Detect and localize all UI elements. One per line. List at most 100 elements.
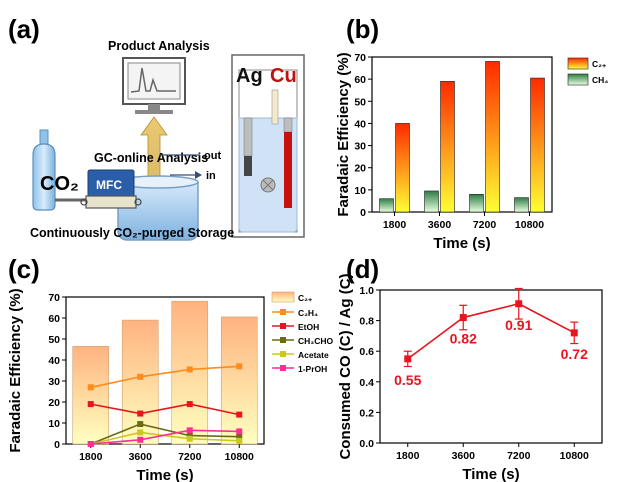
cu-label: Cu (270, 65, 297, 87)
x-tick-label: 1800 (79, 451, 103, 463)
y-tick-label: 0.6 (359, 346, 374, 358)
in-arrow-icon (195, 171, 202, 179)
x-tick-label: 10800 (560, 450, 589, 462)
y-tick-label: 0 (360, 207, 366, 219)
x-axis-title: Time (s) (462, 466, 519, 482)
data-label: 0.91 (505, 317, 532, 333)
panel-a-label: (a) (8, 14, 40, 44)
x-axis-title: Time (s) (433, 235, 490, 252)
mfc-label: MFC (96, 178, 122, 192)
plot-frame (65, 296, 265, 445)
y-tick-label: 70 (48, 292, 60, 304)
legend-label-c2: C₂₊ (592, 59, 607, 69)
point-c-h (236, 363, 243, 370)
x-tick-label: 1800 (396, 450, 420, 462)
bar-c2 (485, 61, 500, 213)
point-c-h (87, 384, 94, 391)
x-tick-label: 3600 (428, 219, 452, 231)
x-tick-label: 3600 (452, 450, 476, 462)
gc-online-label: GC-online Analysis (94, 151, 208, 165)
y-tick-label: 20 (48, 397, 60, 409)
series-line-ratio (407, 302, 575, 360)
legend-label-ch-cho: CH₃CHO (298, 336, 333, 346)
x-tick-label: 3600 (129, 451, 153, 463)
point-etoh (137, 410, 144, 417)
data-label: 0.72 (561, 346, 588, 362)
y-tick-label: 0.8 (359, 316, 374, 328)
point-acetate (236, 437, 243, 444)
data-label: 0.82 (450, 331, 477, 347)
legend-swatch-c2 (567, 57, 589, 70)
legend-marker-1-proh (280, 365, 286, 371)
point-acetate (137, 429, 144, 436)
data-label: 0.55 (394, 372, 421, 388)
y-tick-label: 0.2 (359, 407, 374, 419)
bar-c2-total (171, 300, 209, 445)
y-tick-label: 10 (354, 185, 366, 197)
bar-ch4 (379, 198, 394, 213)
in-label: in (206, 170, 216, 182)
panel-c-label: (c) (8, 254, 40, 284)
legend-swatch-ch4 (567, 73, 589, 86)
point-etoh (236, 411, 243, 418)
legend-label-c-h: C₂H₄ (298, 308, 318, 318)
y-tick-label: 0.0 (359, 438, 374, 450)
bar-ch4 (424, 190, 439, 213)
y-tick-label: 0.4 (359, 377, 374, 389)
y-tick-label: 20 (354, 163, 366, 175)
series-line-1-proh (90, 429, 240, 445)
plot-frame (379, 289, 603, 444)
point-1-proh (87, 441, 94, 447)
bar-ch4 (469, 193, 484, 213)
y-tick-label: 10 (48, 418, 60, 430)
co2-bottle-icon (32, 129, 56, 211)
legend-label-etoh: EtOH (298, 322, 319, 332)
panel-a-caption: Continuously CO₂-purged Storage (30, 226, 234, 240)
legend-marker-c-h (280, 309, 286, 315)
legend-marker-etoh (280, 323, 286, 329)
out-label: out (204, 150, 221, 162)
reactor-beaker (117, 175, 199, 241)
data-point (404, 355, 412, 363)
series-line-c-h (90, 365, 240, 389)
monitor-icon (122, 57, 186, 114)
y-axis-title: Consumed CO (C) / Ag (C) (337, 273, 354, 459)
chart-d: 0.0 0.2 0.4 0.6 0.8 1.0 Time (s) 1800 3600 7200 10… (337, 273, 603, 482)
y-tick-label: 70 (354, 52, 366, 64)
legend-marker-ch-cho (280, 337, 286, 343)
y-tick-label: 60 (354, 74, 366, 86)
product-analysis-label: Product Analysis (108, 39, 210, 53)
legend-label-acetate: Acetate (298, 350, 329, 360)
point-1-proh (137, 436, 144, 443)
panel-b-label: (b) (346, 14, 379, 44)
point-ch-cho (137, 421, 144, 428)
y-tick-label: 40 (48, 355, 60, 367)
point-1-proh (236, 428, 243, 435)
y-tick-label: 30 (48, 376, 60, 388)
y-axis-title: Faradaic Efficiency (%) (7, 288, 24, 452)
bar-c2 (395, 123, 410, 213)
data-point (570, 329, 578, 337)
series-line-ch-cho (90, 423, 240, 445)
y-tick-label: 30 (354, 141, 366, 153)
bar-ch4 (514, 197, 529, 213)
point-ch-cho (186, 432, 193, 439)
point-etoh (186, 401, 193, 408)
data-point (515, 300, 523, 308)
y-tick-label: 50 (48, 334, 60, 346)
series-line-etoh (90, 403, 240, 416)
ag-label: Ag (236, 65, 263, 87)
point-1-proh (186, 427, 193, 434)
bar-c2 (440, 81, 455, 213)
co2-label: CO₂ (40, 173, 79, 195)
y-tick-label: 0 (54, 439, 60, 451)
x-tick-label: 10800 (225, 451, 254, 463)
y-tick-label: 40 (354, 118, 366, 130)
legend-label-ch4: CH₄ (592, 75, 608, 85)
point-etoh (87, 401, 94, 408)
legend-swatch-c2 (271, 291, 295, 303)
x-tick-label: 7200 (507, 450, 531, 462)
y-axis-title: Faradaic Efficiency (%) (335, 52, 352, 216)
chart-c: 0 10 20 30 40 50 60 70 Time (s) 1800 3600 7200 10800… (7, 288, 333, 482)
